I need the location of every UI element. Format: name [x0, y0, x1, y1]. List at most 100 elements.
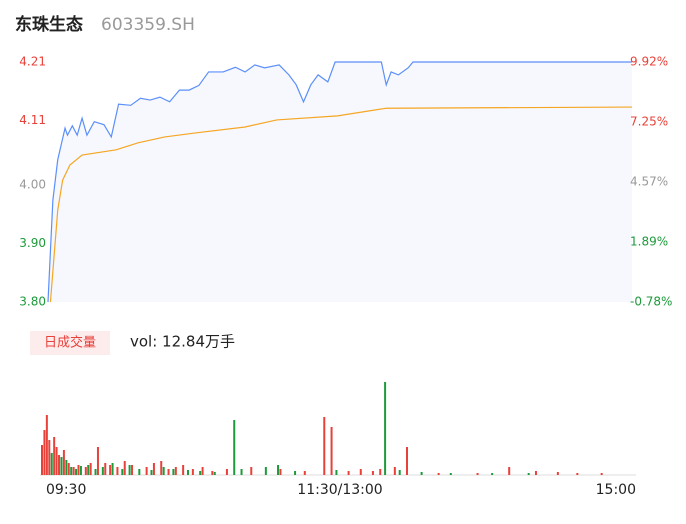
volume-bar [213, 472, 216, 475]
volume-bar [152, 463, 155, 475]
y2-tick-label: 9.92% [630, 55, 668, 69]
volume-bar [437, 473, 440, 475]
y-tick-label: 3.80 [19, 295, 46, 309]
volume-bar [65, 460, 68, 475]
volume-bar [527, 473, 530, 475]
volume-bar [279, 469, 282, 475]
volume-bar [240, 469, 243, 475]
volume-bar [104, 463, 107, 475]
volume-bar [116, 467, 119, 475]
y-tick-label: 4.11 [19, 113, 46, 127]
volume-bar [131, 465, 134, 475]
volume-bar [128, 465, 131, 475]
volume-bar [384, 382, 387, 475]
volume-bar [79, 466, 82, 475]
volume-bar [55, 447, 58, 475]
stock-name: 东珠生态 [15, 14, 83, 35]
volume-bar [109, 465, 112, 475]
volume-bar [84, 467, 87, 475]
volume-bar [43, 430, 46, 475]
volume-bar [393, 467, 396, 475]
x-tick-label: 11:30/13:00 [297, 482, 382, 498]
volume-bar [101, 467, 104, 475]
y2-tick-label: 7.25% [630, 114, 668, 128]
volume-bar [491, 473, 494, 475]
volume-bar [60, 457, 63, 475]
line [49, 106, 633, 303]
volume-bar [191, 469, 194, 475]
volume-bar [123, 461, 126, 475]
line [47, 61, 632, 303]
volume-bar [371, 471, 374, 475]
volume-bar [70, 467, 73, 475]
volume-bar [182, 465, 185, 475]
volume-bar [67, 463, 70, 475]
volume-bar [225, 469, 228, 475]
volume-bar [50, 453, 53, 475]
volume-bar [379, 469, 382, 475]
volume-bar [398, 470, 401, 475]
volume-bar [420, 472, 423, 475]
y2-tick-label: 1.89% [630, 235, 668, 249]
volume-bar [508, 467, 511, 475]
volume-bar [162, 467, 165, 475]
volume-bar [330, 427, 333, 475]
volume-bar [94, 469, 97, 475]
volume-bar [121, 469, 124, 475]
volume-bar [72, 467, 75, 475]
volume-bar [41, 445, 43, 475]
volume-bar [150, 470, 153, 475]
volume-bar [406, 447, 408, 475]
volume-bar [199, 471, 202, 475]
volume-bar [323, 417, 326, 475]
volume-bar [476, 473, 479, 475]
y2-tick-label: -0.78% [630, 295, 672, 309]
volume-bar [87, 465, 90, 475]
volume-bar [77, 465, 80, 475]
y-tick-label: 4.00 [19, 177, 46, 191]
x-tick-label: 15:00 [596, 482, 636, 498]
volume-bar [75, 469, 78, 475]
volume-bar [174, 467, 177, 475]
volume-bar [89, 463, 92, 475]
volume-bar [201, 467, 204, 475]
volume-bar [556, 472, 559, 475]
volume-bar [233, 420, 236, 475]
y2-tick-label: 4.57% [630, 175, 668, 189]
volume-bar [45, 415, 48, 475]
volume-bar [96, 447, 99, 475]
volume-bar [359, 469, 362, 475]
volume-bar [167, 469, 170, 475]
y-tick-label: 4.21 [19, 55, 46, 69]
volume-bar [48, 440, 51, 475]
volume-bar [534, 471, 537, 475]
volume-bar [211, 471, 214, 475]
volume-bar [62, 450, 65, 475]
x-tick-label: 09:30 [46, 482, 86, 498]
volume-bar [600, 473, 603, 475]
legend-box [30, 331, 110, 355]
volume-bar [294, 471, 297, 475]
volume-bar [145, 467, 148, 475]
volume-bar [187, 470, 189, 475]
stock-code: 603359.SH [101, 15, 195, 35]
volume-bar [111, 463, 114, 475]
volume-bar [264, 467, 267, 475]
volume-bar [303, 471, 306, 475]
y-tick-label: 3.90 [19, 236, 46, 250]
volume-bar [250, 467, 253, 475]
legend-label: 日成交量 [44, 335, 96, 351]
volume-bar [347, 471, 350, 475]
volume-bar [160, 461, 163, 475]
volume-bar [335, 470, 338, 475]
price-area [48, 62, 632, 302]
volume-summary: vol: 12.84万手 [130, 333, 235, 351]
volume-bar [277, 465, 280, 475]
volume-bar [58, 455, 61, 475]
volume-bar [576, 473, 579, 475]
volume-bar [138, 469, 141, 475]
volume-bar [53, 437, 56, 475]
volume-bar [449, 473, 452, 475]
volume-bar [172, 469, 175, 475]
